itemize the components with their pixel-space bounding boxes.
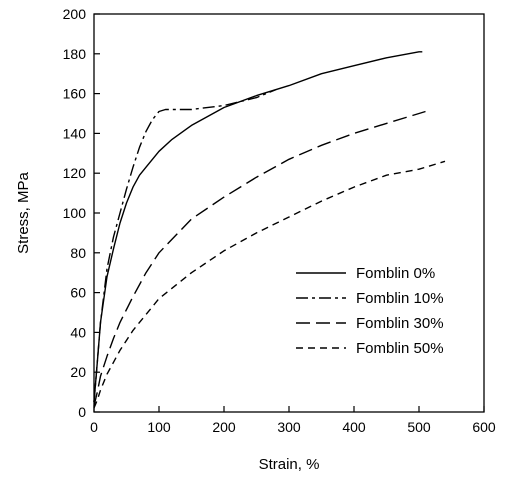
legend: Fomblin 0% Fomblin 10% Fomblin 30% Fomblin …: [296, 265, 444, 357]
legend-label-4: Fomblin 50%: [356, 340, 444, 357]
y-tick-label: 120: [63, 165, 87, 181]
x-tick-label: 200: [212, 419, 236, 435]
legend-label-3: Fomblin 30%: [356, 315, 444, 332]
y-tick-label: 80: [70, 245, 86, 261]
x-axis-title: Strain, %: [259, 456, 320, 473]
legend-label-1: Fomblin 0%: [356, 265, 435, 282]
axes: 0 100 200 300 400 500 600 0 20 40 60 80 100 120 140 160…: [15, 6, 496, 473]
y-tick-label: 180: [63, 46, 87, 62]
series-lines: [93, 51, 446, 409]
series-line-4: [93, 160, 446, 409]
x-tick-label: 400: [342, 419, 366, 435]
y-tick-label: 20: [70, 364, 86, 380]
series-line-3: [93, 110, 426, 407]
y-tick-label: 140: [63, 125, 87, 141]
y-tick-label: 200: [63, 6, 87, 22]
y-tick-label: 40: [70, 324, 86, 340]
legend-label-2: Fomblin 10%: [356, 290, 444, 307]
y-axis-title: Stress, MPa: [15, 171, 32, 253]
y-tick-label: 160: [63, 86, 87, 102]
x-tick-label: 0: [90, 419, 98, 435]
y-tick-label: 0: [78, 404, 86, 420]
y-tick-label: 100: [63, 205, 87, 221]
x-tick-label: 600: [472, 419, 496, 435]
x-tick-label: 500: [407, 419, 431, 435]
series-line-2: [93, 88, 277, 403]
x-tick-label: 300: [277, 419, 301, 435]
y-tick-label: 60: [70, 285, 86, 301]
x-tick-label: 100: [147, 419, 171, 435]
series-line-1: [93, 51, 423, 403]
